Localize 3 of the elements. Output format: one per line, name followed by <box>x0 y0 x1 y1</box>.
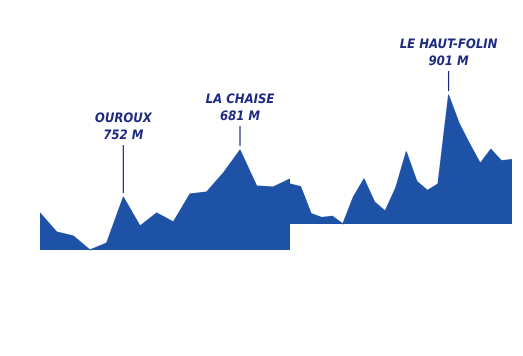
annotation: OUROUX 752 M <box>94 111 153 143</box>
annotation: LA CHAISE 681 M <box>206 92 274 124</box>
annotation: LE HAUT-FOLIN 901 M <box>400 37 498 69</box>
